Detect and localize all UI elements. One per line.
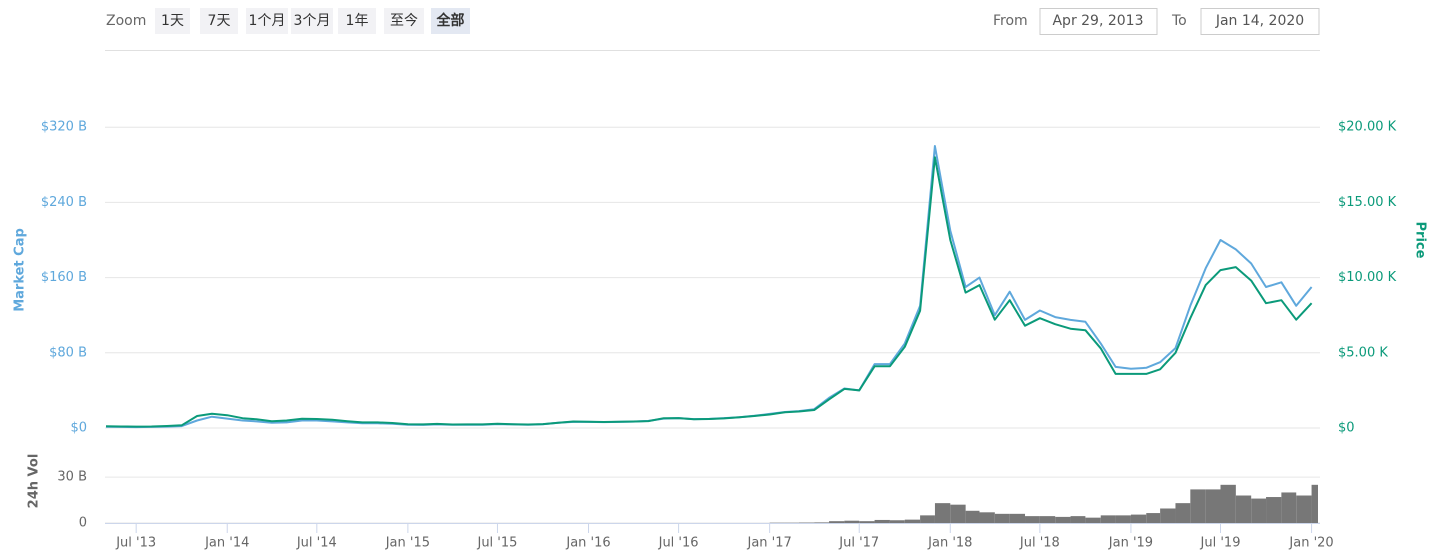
zoom-button[interactable] xyxy=(431,8,470,34)
series-line xyxy=(105,145,1313,429)
volume-bar xyxy=(1085,517,1101,523)
y-tick-label: 0 xyxy=(79,516,87,531)
zoom-button[interactable] xyxy=(246,8,288,34)
y-tick-label: $160 B xyxy=(41,270,87,285)
x-tick-label: Jan '19 xyxy=(1108,536,1153,551)
zoom-button[interactable] xyxy=(338,8,376,34)
volume-bar xyxy=(1115,515,1131,523)
y-tick-label: $0 xyxy=(70,421,87,436)
x-tick-label: Jul '14 xyxy=(296,536,337,551)
volume-bar xyxy=(814,522,830,523)
volume-bar xyxy=(934,503,951,523)
x-tick-label: Jul '15 xyxy=(476,536,517,551)
x-tick-label: Jul '13 xyxy=(115,536,156,551)
volume-bar xyxy=(1039,516,1056,523)
volume-bar xyxy=(965,510,980,523)
zoom-button-label: 1个月 xyxy=(249,13,286,29)
y-tick-label: $320 B xyxy=(41,120,87,135)
x-tick-label: Jul '17 xyxy=(838,536,879,551)
y2-tick-label: $15.00 K xyxy=(1338,195,1397,210)
x-tick-label: Jan '17 xyxy=(747,536,792,551)
y2-tick-label: $0 xyxy=(1338,421,1355,436)
zoom-button[interactable] xyxy=(384,8,424,34)
zoom-button-label: 至今 xyxy=(390,13,418,29)
to-label: To xyxy=(1171,13,1187,29)
volume-bar xyxy=(829,521,845,523)
volume-bar xyxy=(920,515,935,523)
y2-tick-label: $10.00 K xyxy=(1338,270,1397,285)
volume-bar xyxy=(1311,484,1318,523)
from-label: From xyxy=(993,13,1028,29)
volume-bar xyxy=(1009,513,1026,523)
y-axis-title: Market Cap xyxy=(13,228,28,312)
volume-bar xyxy=(1146,513,1161,523)
x-tick-label: Jul '16 xyxy=(658,536,699,551)
y2-tick-label: $5.00 K xyxy=(1338,345,1388,360)
x-tick-label: Jan '18 xyxy=(927,536,972,551)
zoom-button[interactable] xyxy=(155,8,190,34)
volume-bar xyxy=(1220,484,1236,523)
x-tick-label: Jan '20 xyxy=(1288,536,1333,551)
volume-bar xyxy=(1251,498,1267,523)
volume-bar xyxy=(889,520,905,523)
volume-bar xyxy=(1205,489,1221,523)
zoom-button[interactable] xyxy=(291,8,333,34)
volume-bar xyxy=(874,519,890,523)
from-date: Apr 29, 2013 xyxy=(1052,13,1143,29)
volume-bar xyxy=(1130,514,1147,523)
zoom-label: Zoom xyxy=(106,13,146,29)
to-input[interactable] xyxy=(1200,8,1320,35)
volume-bar xyxy=(1025,516,1040,523)
zoom-button-label: 全部 xyxy=(436,12,465,29)
zoom-button[interactable] xyxy=(200,8,238,34)
volume-bar xyxy=(859,521,875,523)
series-line xyxy=(105,156,1313,428)
y-axis-title: 24h Vol xyxy=(27,454,42,509)
volume-bar xyxy=(844,520,860,523)
volume-bar xyxy=(1160,508,1176,523)
y2-tick-label: $20.00 K xyxy=(1338,120,1397,135)
volume-bar xyxy=(994,513,1010,523)
volume-bar xyxy=(1175,503,1191,523)
volume-bar xyxy=(904,519,921,523)
zoom-button-label: 1天 xyxy=(161,13,184,29)
volume-bar xyxy=(1055,516,1071,523)
volume-bar xyxy=(1266,497,1282,523)
x-tick-label: Jan '14 xyxy=(204,536,249,551)
x-tick-label: Jan '15 xyxy=(385,536,430,551)
x-tick-label: Jul '19 xyxy=(1200,536,1241,551)
zoom-button-label: 3个月 xyxy=(294,13,331,29)
volume-bar xyxy=(1070,516,1086,523)
volume-bar xyxy=(979,512,995,523)
volume-bar xyxy=(1281,492,1297,523)
volume-bar xyxy=(1190,489,1206,523)
volume-bar xyxy=(1235,495,1252,523)
to-date: Jan 14, 2020 xyxy=(1215,13,1304,29)
x-tick-label: Jul '18 xyxy=(1019,536,1060,551)
y-tick-label: $240 B xyxy=(41,195,87,210)
volume-bar xyxy=(1296,495,1312,523)
zoom-button-label: 1年 xyxy=(346,13,369,29)
volume-bar xyxy=(950,504,966,523)
y2-axis-title: Price xyxy=(1413,222,1428,259)
y-tick-label: $80 B xyxy=(49,345,87,360)
zoom-button-label: 7天 xyxy=(208,13,231,29)
x-tick-label: Jan '16 xyxy=(565,536,610,551)
volume-bar xyxy=(1100,515,1116,523)
y-tick-label: 30 B xyxy=(57,470,87,485)
from-input[interactable] xyxy=(1039,8,1158,35)
